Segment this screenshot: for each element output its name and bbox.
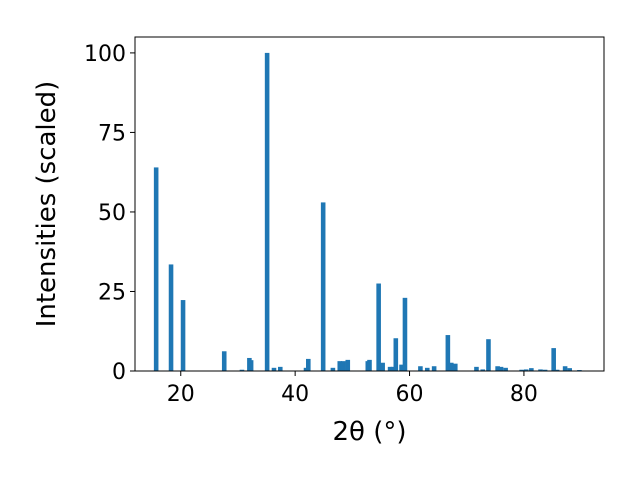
bar — [519, 369, 524, 371]
bar — [445, 335, 451, 371]
y-tick-label: 0 — [112, 360, 126, 385]
bar — [554, 369, 560, 371]
bar — [449, 362, 454, 371]
bar — [402, 297, 408, 371]
bar — [503, 367, 508, 371]
y-tick-label: 100 — [84, 42, 126, 67]
plot-frame — [134, 36, 605, 372]
y-tick-label: 25 — [98, 280, 126, 305]
x-axis-label: 2θ (°) — [332, 417, 406, 447]
bar — [498, 366, 504, 371]
bar — [367, 359, 372, 371]
bar — [529, 368, 534, 371]
bar — [264, 52, 270, 372]
bar — [431, 366, 437, 371]
bar — [330, 367, 336, 371]
bar — [542, 369, 548, 371]
bar — [320, 202, 326, 371]
x-tick-label: 20 — [167, 382, 195, 407]
bar — [495, 366, 500, 371]
bar — [337, 361, 343, 371]
y-tick-label: 50 — [98, 201, 126, 226]
bar — [418, 366, 423, 371]
bar — [376, 283, 381, 371]
bar — [306, 358, 311, 371]
bar — [567, 368, 572, 371]
bar — [248, 360, 254, 371]
bar — [523, 369, 529, 371]
bar — [474, 366, 479, 371]
bar — [387, 366, 393, 371]
bar — [345, 359, 351, 371]
bar — [551, 348, 556, 371]
y-tick-label: 75 — [98, 121, 126, 146]
bar — [180, 300, 186, 371]
bar — [271, 367, 277, 371]
x-tick-label: 40 — [281, 382, 309, 407]
bar — [562, 366, 568, 371]
bar — [538, 369, 543, 371]
bars-group — [153, 52, 582, 372]
bar — [390, 366, 396, 371]
bar — [277, 366, 283, 371]
x-tick-label: 80 — [510, 382, 538, 407]
bar — [153, 167, 159, 371]
bar — [453, 363, 458, 371]
bar — [221, 351, 227, 371]
bar — [486, 339, 491, 371]
y-axis-label: Intensities (scaled) — [32, 81, 62, 328]
bar — [424, 367, 430, 371]
bar — [239, 369, 245, 371]
bar — [340, 361, 346, 371]
bar — [393, 338, 399, 371]
y-axis-ticks: 0 25 50 75 100 — [84, 42, 135, 385]
x-axis-ticks: 20 40 60 80 — [167, 371, 538, 407]
x-tick-label: 60 — [396, 382, 424, 407]
bar — [399, 364, 404, 371]
bar — [380, 362, 385, 371]
bar — [168, 264, 174, 371]
bar — [480, 369, 486, 371]
